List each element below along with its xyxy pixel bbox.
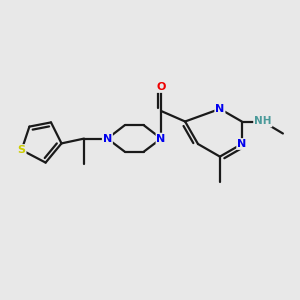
Text: N: N [103, 134, 112, 144]
Text: N: N [157, 134, 166, 144]
Text: S: S [18, 145, 26, 155]
Text: O: O [156, 82, 166, 92]
Text: NH: NH [254, 116, 272, 127]
Text: N: N [237, 139, 246, 149]
Text: N: N [215, 104, 224, 114]
